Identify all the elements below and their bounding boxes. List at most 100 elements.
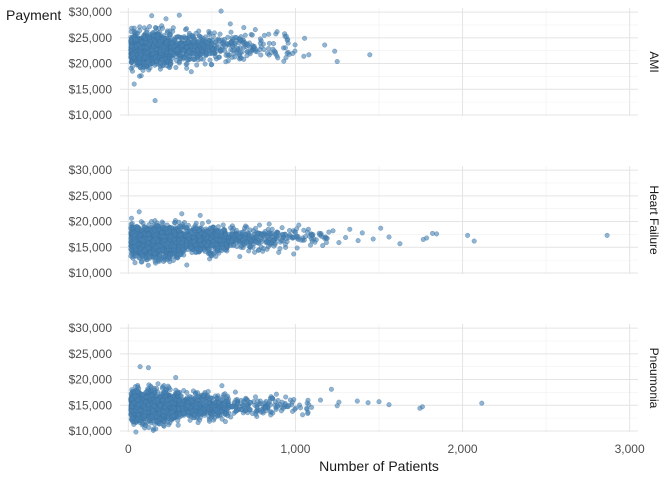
y-tick-label: $30,000 — [69, 163, 113, 177]
data-point — [223, 59, 229, 65]
data-point — [135, 226, 141, 232]
data-point — [262, 228, 268, 235]
data-point — [370, 236, 376, 242]
data-point — [135, 389, 141, 395]
data-point — [359, 230, 365, 236]
data-point — [173, 374, 179, 381]
data-point — [257, 36, 263, 42]
data-point — [196, 39, 202, 45]
y-tick-label: $30,000 — [69, 5, 113, 19]
data-point — [160, 220, 166, 226]
data-point — [378, 225, 384, 231]
data-point — [179, 42, 185, 49]
data-point — [429, 230, 436, 236]
y-tick-label: $25,000 — [69, 189, 113, 203]
data-point — [225, 51, 231, 57]
data-point — [302, 35, 308, 41]
data-point — [277, 239, 283, 245]
data-point — [266, 52, 272, 58]
data-point — [237, 234, 243, 240]
data-point — [137, 28, 143, 34]
y-tick-label: $15,000 — [69, 398, 113, 412]
data-point — [275, 55, 281, 61]
data-point — [229, 238, 235, 244]
data-point — [241, 56, 247, 62]
y-tick-label: $10,000 — [69, 108, 113, 122]
data-point — [237, 253, 243, 260]
data-point — [132, 37, 139, 43]
data-point — [129, 220, 135, 227]
data-point — [291, 251, 297, 257]
data-point — [252, 27, 258, 33]
data-point — [274, 29, 280, 35]
data-point — [324, 235, 330, 242]
data-point — [153, 426, 159, 432]
data-point — [204, 242, 210, 248]
data-point — [229, 35, 235, 41]
data-point — [182, 27, 189, 33]
data-point — [271, 41, 277, 47]
data-point — [194, 62, 200, 68]
data-point — [266, 31, 272, 37]
data-point — [272, 240, 278, 246]
data-point — [182, 35, 189, 41]
data-point — [164, 28, 170, 34]
data-point — [187, 228, 193, 234]
data-point — [136, 73, 143, 79]
data-point — [309, 238, 315, 244]
data-point — [129, 68, 136, 74]
facet-strip-label: Pneumonia — [647, 348, 661, 409]
data-point — [157, 253, 163, 259]
data-point — [193, 249, 199, 256]
data-point — [159, 23, 165, 29]
data-point — [266, 221, 272, 227]
data-point — [145, 245, 151, 251]
data-point — [204, 40, 210, 46]
data-point — [128, 43, 134, 49]
y-axis-title: Payment — [6, 7, 61, 23]
data-point — [279, 232, 285, 238]
data-point — [214, 246, 221, 252]
data-point — [233, 38, 240, 44]
data-point — [236, 51, 242, 57]
data-point — [188, 244, 194, 250]
data-point — [298, 237, 304, 243]
y-tick-label: $25,000 — [69, 31, 113, 45]
data-point — [145, 262, 151, 268]
data-point — [138, 52, 144, 58]
data-point — [174, 47, 180, 53]
data-point — [193, 30, 199, 36]
data-point — [229, 231, 235, 237]
data-point — [160, 44, 167, 50]
data-point — [245, 42, 251, 48]
y-tick-label: $20,000 — [69, 373, 113, 387]
data-point — [164, 401, 170, 407]
data-point — [175, 422, 181, 428]
data-point — [161, 423, 167, 429]
data-point — [248, 238, 254, 244]
data-point — [272, 51, 278, 57]
facet-points — [128, 8, 373, 104]
data-point — [259, 232, 265, 238]
data-point — [137, 59, 143, 66]
data-point — [292, 42, 298, 48]
data-point — [136, 42, 142, 48]
data-point — [128, 215, 135, 221]
data-point — [159, 57, 165, 63]
facet-points — [128, 364, 485, 435]
data-point — [217, 31, 223, 37]
data-point — [332, 48, 338, 54]
data-point — [264, 246, 270, 252]
data-point — [205, 219, 212, 225]
data-point — [146, 24, 153, 30]
data-point — [179, 211, 185, 217]
data-point — [269, 230, 275, 236]
data-point — [465, 232, 471, 238]
data-point — [246, 248, 252, 254]
data-point — [294, 234, 300, 240]
data-point — [317, 232, 323, 238]
data-point — [336, 240, 342, 246]
data-point — [343, 234, 349, 241]
y-tick-label: $20,000 — [69, 215, 113, 229]
data-point — [254, 239, 260, 245]
